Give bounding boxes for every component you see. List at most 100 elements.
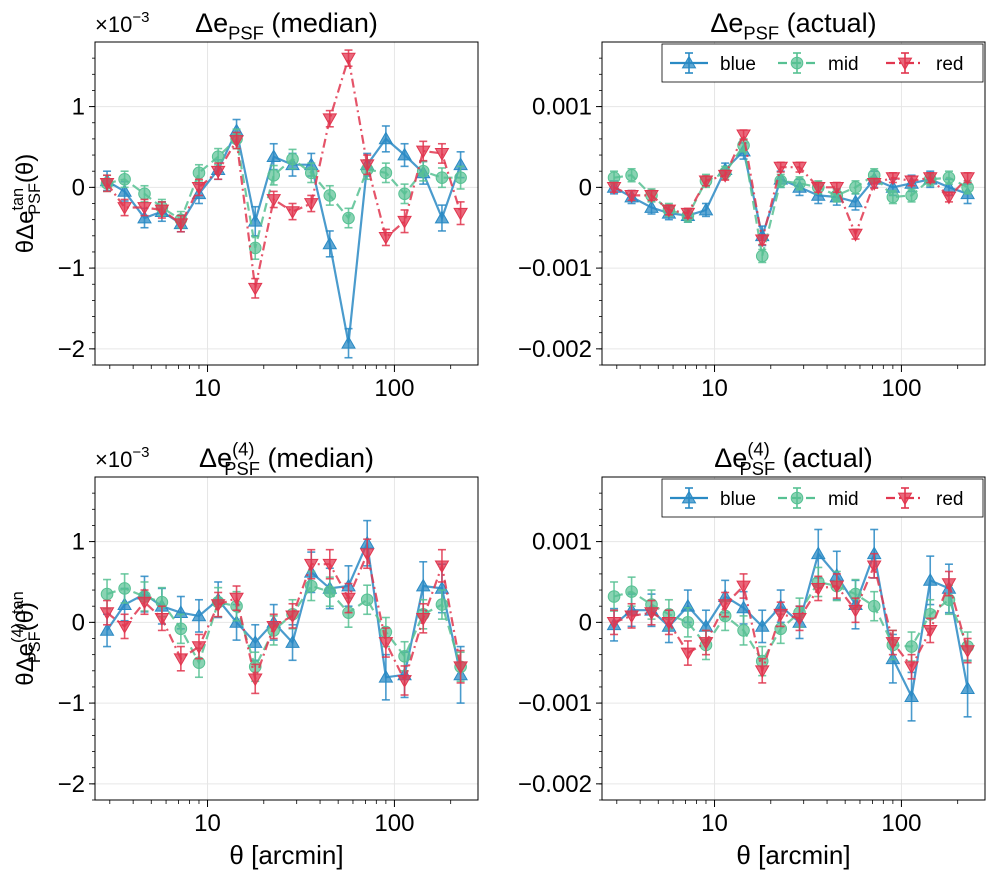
data-point-red xyxy=(885,637,901,651)
legend-label-mid: mid xyxy=(828,54,859,75)
x-tick-label: 100 xyxy=(374,810,414,837)
data-point-red xyxy=(941,578,957,592)
panel-p4: −0.002 −0.001 0 0.001 10 100 Δe(4) PSF (actual)… xyxy=(518,439,986,870)
data-point-mid xyxy=(942,171,956,184)
data-point-red xyxy=(210,165,226,179)
legend-box xyxy=(661,478,984,518)
data-point-mid xyxy=(304,579,318,593)
series-line-red xyxy=(106,57,462,289)
data-point-mid xyxy=(435,171,449,184)
x-tick-label: 10 xyxy=(194,810,221,837)
x-tick-label: 10 xyxy=(194,375,221,402)
data-point-mid xyxy=(304,166,318,180)
data-point-red xyxy=(848,228,863,242)
data-point-red xyxy=(885,172,901,186)
data-point-red xyxy=(866,177,882,191)
data-point-blue xyxy=(137,210,152,224)
data-point-mid xyxy=(248,241,262,255)
data-point-blue xyxy=(378,131,394,145)
plot-area xyxy=(606,528,975,722)
data-point-red xyxy=(661,204,677,218)
data-point-red xyxy=(137,596,152,610)
data-point-red xyxy=(137,202,152,216)
x-axis: 10 100 xyxy=(109,365,452,402)
data-point-blue xyxy=(285,635,300,648)
data-point-red xyxy=(810,181,826,195)
data-point-red xyxy=(773,608,789,622)
data-point-red xyxy=(378,637,394,651)
series-mid xyxy=(607,138,974,264)
y-tick-label: 0.001 xyxy=(532,529,592,556)
data-point-mid xyxy=(342,211,355,225)
y-axis: −2 −1 0 1 xyxy=(58,57,95,366)
data-point-blue xyxy=(848,194,863,208)
data-point-red xyxy=(922,172,938,186)
data-point-red xyxy=(904,661,919,675)
data-point-red xyxy=(341,52,356,66)
data-point-red xyxy=(434,560,450,574)
data-point-red xyxy=(322,113,338,127)
y-tick-label: −0.001 xyxy=(518,255,592,282)
data-point-mid xyxy=(138,187,151,201)
legend-entry-mid: mid xyxy=(778,52,859,75)
data-point-red xyxy=(848,604,863,618)
data-point-blue xyxy=(810,546,826,560)
data-point-red xyxy=(173,653,189,667)
series-red xyxy=(99,49,468,299)
legend-entry-blue: blue xyxy=(670,487,756,510)
data-point-blue xyxy=(191,608,207,622)
data-point-red xyxy=(606,181,622,195)
gridlines xyxy=(95,477,478,800)
data-point-blue xyxy=(415,578,431,592)
y-axis: −0.002 −0.001 0 0.001 xyxy=(518,492,602,801)
data-point-mid xyxy=(323,189,337,202)
data-point-mid xyxy=(755,249,769,263)
data-point-red xyxy=(229,135,244,149)
data-point-red xyxy=(960,645,975,659)
data-point-mid xyxy=(416,164,430,178)
data-point-mid xyxy=(174,622,188,636)
y-tick-label: −2 xyxy=(58,771,85,798)
y-axis-label: θΔetanPSF(θ) xyxy=(9,154,44,254)
data-point-mid xyxy=(398,187,411,201)
legend-marker-red xyxy=(897,57,913,71)
data-point-red xyxy=(792,612,807,626)
series-blue xyxy=(99,118,468,359)
data-point-blue xyxy=(117,597,132,610)
y-tick-label: −1 xyxy=(58,255,85,282)
x-axis: 10 100 xyxy=(616,365,959,402)
axes-frame xyxy=(94,476,479,801)
data-point-mid xyxy=(774,174,788,188)
data-point-red xyxy=(773,161,789,175)
data-point-blue xyxy=(754,618,770,632)
data-point-red xyxy=(717,169,733,183)
data-point-red xyxy=(285,610,300,624)
panel-p3: −2 −1 0 1 10 100 Δe(4) PSF (median) ×10−3 θΔe(4),… xyxy=(9,439,479,870)
gridlines xyxy=(95,42,478,365)
axes-frame xyxy=(601,476,986,801)
data-point-mid xyxy=(607,590,621,603)
data-point-blue xyxy=(904,689,919,703)
data-point-mid xyxy=(211,150,225,163)
data-point-red xyxy=(415,612,431,626)
data-point-mid xyxy=(323,585,337,598)
data-point-red xyxy=(266,194,282,207)
data-point-red xyxy=(453,207,468,221)
data-point-red xyxy=(698,637,714,651)
data-point-red xyxy=(698,175,714,189)
axes-frame xyxy=(94,41,479,366)
legend-entry-mid: mid xyxy=(778,487,859,510)
y-tick-label: 0 xyxy=(579,609,592,636)
data-point-red xyxy=(359,159,375,173)
data-point-blue xyxy=(341,335,356,349)
y-tick-label: −2 xyxy=(58,336,85,363)
data-point-red xyxy=(736,129,751,143)
series-line-red xyxy=(106,550,462,684)
data-point-red xyxy=(453,661,468,675)
series-line-blue xyxy=(106,127,462,344)
data-point-mid xyxy=(267,168,281,182)
panel-title: ΔePSF (actual) xyxy=(710,8,876,44)
legend-label-blue: blue xyxy=(720,54,756,75)
